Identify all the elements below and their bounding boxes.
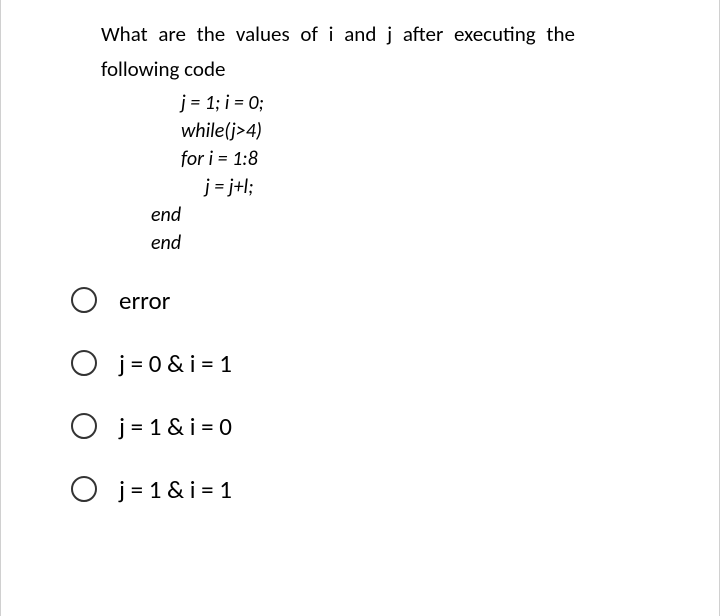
code-line-1: j = 1; i = 0; (181, 89, 669, 117)
question-line-1: What are the values of i and j after exe… (101, 20, 669, 49)
code-block: j = 1; i = 0; while(j>4) for i = 1:8 j =… (181, 89, 669, 257)
radio-icon (71, 413, 97, 439)
code-line-2: while(j>4) (181, 117, 669, 145)
code-line-5: end (151, 201, 669, 229)
option-3[interactable]: j = 1 & i = 0 (71, 411, 669, 442)
radio-icon (71, 287, 97, 313)
question-line-2: following code (101, 55, 669, 84)
radio-icon (71, 350, 97, 376)
option-2[interactable]: j = 0 & i = 1 (71, 348, 669, 379)
option-label: j = 1 & i = 1 (119, 474, 232, 505)
code-line-6: end (151, 229, 669, 257)
option-label: j = 1 & i = 0 (119, 411, 232, 442)
code-line-4: j = j+l; (205, 173, 669, 201)
option-label: j = 0 & i = 1 (119, 348, 232, 379)
option-1[interactable]: error (71, 285, 669, 316)
options-container: error j = 0 & i = 1 j = 1 & i = 0 j = 1 … (71, 285, 669, 505)
option-4[interactable]: j = 1 & i = 1 (71, 474, 669, 505)
code-line-3: for i = 1:8 (181, 145, 669, 173)
option-label: error (119, 285, 170, 316)
radio-icon (71, 476, 97, 502)
